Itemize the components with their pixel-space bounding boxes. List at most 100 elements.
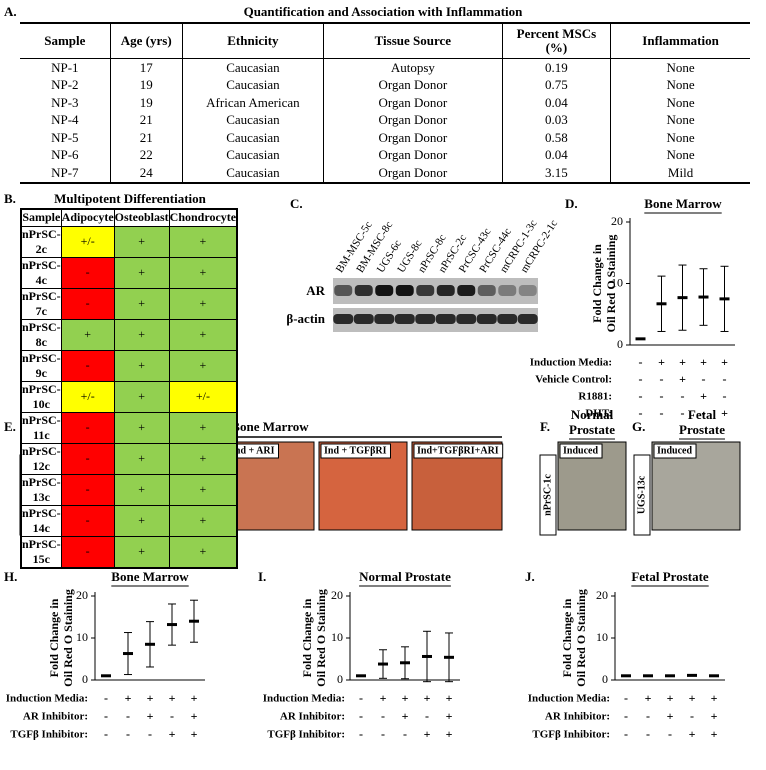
y-tick-label: 10: [76, 630, 88, 644]
label: β-actin: [286, 311, 325, 326]
condition-mark: -: [624, 709, 628, 723]
cell: +: [168, 225, 238, 258]
actin-band: [415, 314, 436, 324]
cell: 19: [109, 94, 183, 112]
condition-mark: +: [446, 691, 453, 705]
cell: 17: [109, 58, 183, 77]
y-tick-label: 10: [596, 630, 608, 644]
ar-band: [518, 285, 537, 296]
cell: +/-: [60, 380, 115, 413]
ar-band: [457, 285, 476, 296]
label: I.: [258, 569, 266, 584]
image-label: Ind + ARI: [231, 445, 275, 456]
condition-mark: -: [639, 372, 643, 386]
table-row: nPrSC-8c + + +: [20, 318, 238, 351]
image-label: Ind + TGFβRI: [324, 445, 387, 456]
condition-mark: +: [711, 709, 718, 723]
cell: Caucasian: [181, 164, 324, 183]
cell: +/-: [168, 380, 238, 413]
cell: nPrSC-7c: [20, 287, 62, 320]
actin-band: [353, 314, 374, 324]
label: J.: [525, 569, 535, 584]
condition-mark: -: [681, 406, 685, 420]
cell: 0.19: [501, 58, 611, 77]
condition-label: Vehicle Control:: [535, 374, 612, 386]
cell: -: [60, 473, 115, 506]
cell: 24: [109, 164, 183, 183]
cell: -: [60, 256, 115, 289]
table-row: nPrSC-2c +/- + +: [20, 225, 238, 258]
y-tick-label: 10: [331, 630, 343, 644]
condition-label: R1881:: [578, 391, 612, 403]
cell: NP-1: [51, 59, 79, 75]
cell: +: [113, 504, 170, 537]
y-tick-label: 20: [611, 214, 623, 228]
cell: NP-4: [51, 112, 79, 128]
condition-mark: -: [359, 727, 363, 741]
y-axis-label: Oil Red O Staining: [574, 589, 588, 687]
label: Normal Prostate: [359, 569, 451, 584]
cell: Organ Donor: [323, 129, 503, 147]
cell: Autopsy: [323, 58, 503, 77]
cell: Organ Donor: [323, 94, 503, 112]
image-label-box: [559, 443, 603, 459]
condition-mark: +: [667, 709, 674, 723]
cell: Organ Donor: [323, 111, 503, 129]
actin-band: [374, 314, 395, 324]
condition-mark: -: [381, 709, 385, 723]
condition-label: Induction Media:: [6, 693, 88, 705]
cell: +: [113, 442, 170, 475]
condition-mark: -: [723, 389, 727, 403]
cell: nPrSC-2c: [20, 225, 62, 258]
condition-label: TGFβ Inhibitor:: [10, 729, 88, 741]
cell: None: [610, 146, 750, 164]
cell: +: [113, 411, 170, 444]
cell: Organ Donor: [323, 76, 503, 94]
cell: +: [168, 535, 238, 568]
label: G.: [632, 419, 645, 434]
table-row: NP-4 21 Caucasian Organ Donor 0.03 None: [20, 111, 750, 129]
condition-mark: -: [104, 691, 108, 705]
cell: Caucasian: [181, 58, 324, 77]
condition-mark: +: [191, 691, 198, 705]
condition-mark: +: [169, 727, 176, 741]
column-header: Percent MSCs (%): [501, 23, 611, 59]
condition-mark: +: [700, 355, 707, 369]
condition-mark: -: [702, 372, 706, 386]
cell: -: [60, 442, 115, 475]
cell: Caucasian: [181, 129, 324, 147]
table-row: NP-2 19 Caucasian Organ Donor 0.75 None: [20, 76, 750, 94]
y-axis-label: Oil Red O Staining: [61, 589, 75, 687]
image-label-box: [320, 443, 391, 459]
y-tick-label: 0: [337, 672, 343, 686]
cell: NP-2: [51, 77, 79, 93]
condition-mark: +: [689, 691, 696, 705]
label: Bone Marrow: [111, 569, 189, 584]
cell: +: [60, 318, 115, 351]
column-header: Chondrocyte: [168, 208, 238, 227]
y-axis-label: Oil Red O Staining: [314, 589, 328, 687]
cell-line-label: nPrSC-1c: [542, 474, 553, 516]
ar-band: [477, 285, 496, 296]
condition-mark: -: [381, 727, 385, 741]
column-header: Osteoblast: [113, 208, 170, 227]
actin-band: [435, 314, 456, 324]
cell: +: [168, 411, 238, 444]
ar-band: [436, 285, 455, 296]
cell: +: [168, 287, 238, 320]
cell: 21: [109, 111, 183, 129]
condition-mark: -: [702, 406, 706, 420]
condition-label: AR Inhibitor:: [280, 711, 345, 723]
cell: +/-: [60, 225, 115, 258]
y-tick-label: 10: [611, 275, 623, 289]
ar-band: [416, 285, 435, 296]
cell: +: [168, 504, 238, 537]
condition-mark: -: [690, 709, 694, 723]
cell: 21: [109, 129, 183, 147]
cell: None: [610, 129, 750, 147]
cell: 0.75: [501, 76, 611, 94]
column-header: Sample: [20, 23, 111, 59]
label: D.: [565, 196, 578, 211]
actin-band: [517, 314, 538, 324]
condition-mark: +: [446, 709, 453, 723]
